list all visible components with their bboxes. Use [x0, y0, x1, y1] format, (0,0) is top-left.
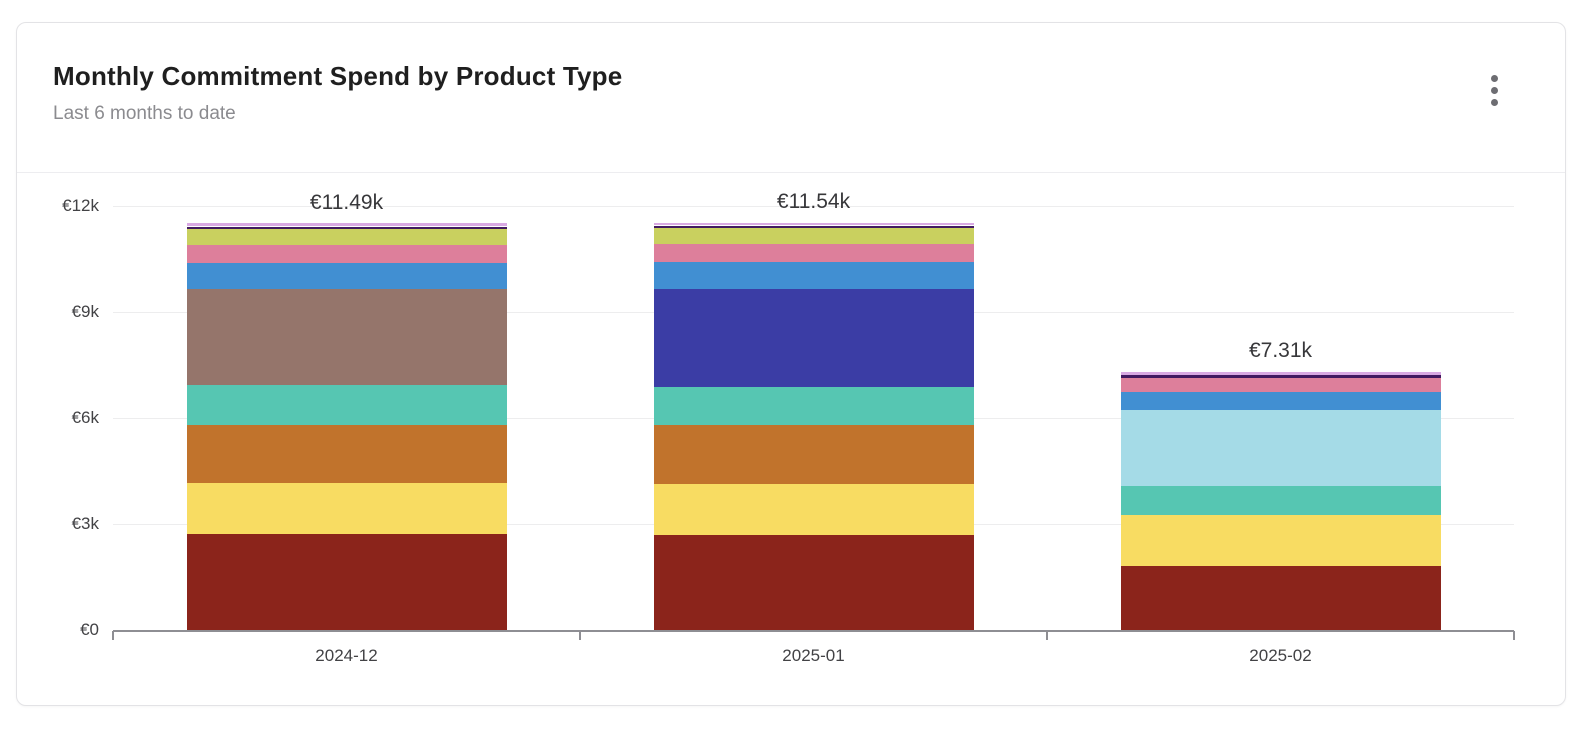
stacked-bar-chart: €0 €3k €6k €9k €12k €11.49k 2024-12 €11.54k 2025…: [17, 173, 1565, 705]
card-subtitle: Last 6 months to date: [53, 103, 236, 124]
x-axis-tick: [112, 631, 114, 640]
y-tick-label: €0: [80, 620, 99, 639]
card-title: Monthly Commitment Spend by Product Type: [53, 61, 623, 91]
card-header: Monthly Commitment Spend by Product Type…: [17, 23, 1565, 173]
y-tick-label: €3k: [71, 514, 99, 534]
x-axis-tick: [1513, 631, 1515, 640]
x-tick-label: 2025-02: [1249, 646, 1312, 665]
bar-segment[interactable]: [653, 222, 974, 226]
bar-segment[interactable]: [1120, 515, 1441, 567]
kebab-dot: [1490, 98, 1498, 106]
bar-segment[interactable]: [1120, 377, 1441, 392]
bar-segment[interactable]: [186, 245, 507, 264]
bar-segment[interactable]: [653, 425, 974, 485]
bar-segment[interactable]: [1120, 410, 1441, 487]
bar-segment[interactable]: [186, 263, 507, 290]
bar-total-label: €7.31k: [1248, 339, 1313, 362]
x-tick-label: 2025-01: [782, 646, 845, 665]
y-tick-label: €12k: [62, 196, 99, 216]
bar-segment[interactable]: [186, 534, 507, 630]
kebab-dot: [1490, 74, 1498, 82]
bar-segment[interactable]: [653, 535, 974, 630]
kebab-dot: [1490, 86, 1498, 94]
bar-segment[interactable]: [1120, 391, 1441, 411]
y-tick-label: €9k: [71, 302, 99, 322]
kebab-menu-icon[interactable]: [1479, 67, 1509, 113]
bar-segment[interactable]: [1120, 374, 1441, 378]
chart-card: Monthly Commitment Spend by Product Type…: [16, 22, 1566, 706]
bar-segment[interactable]: [1120, 486, 1441, 516]
bar-total-label: €11.49k: [309, 191, 384, 215]
bar-segment[interactable]: [186, 226, 507, 230]
bar-segment[interactable]: [186, 289, 507, 386]
x-axis-line: [113, 630, 1514, 632]
bar-segment[interactable]: [1120, 372, 1441, 375]
x-tick-label: 2024-12: [315, 646, 378, 665]
x-axis-tick: [1046, 631, 1048, 640]
bar-segment[interactable]: [186, 483, 507, 534]
bar-segment[interactable]: [186, 425, 507, 484]
bar-segment[interactable]: [653, 262, 974, 289]
bar-segment[interactable]: [186, 222, 507, 227]
x-axis-tick: [579, 631, 581, 640]
bar-segment[interactable]: [653, 225, 974, 229]
bar-segment[interactable]: [186, 229, 507, 246]
bar-segment[interactable]: [653, 244, 974, 263]
bar-segment[interactable]: [653, 387, 974, 426]
y-tick-label: €6k: [71, 408, 99, 428]
bar-segment[interactable]: [653, 484, 974, 535]
bar-segment[interactable]: [653, 228, 974, 245]
bar-segment[interactable]: [1120, 566, 1441, 630]
bar-total-label: €11.54k: [776, 189, 851, 213]
bar-segment[interactable]: [186, 385, 507, 426]
bar-segment[interactable]: [653, 289, 974, 388]
gridline: [113, 206, 1514, 208]
